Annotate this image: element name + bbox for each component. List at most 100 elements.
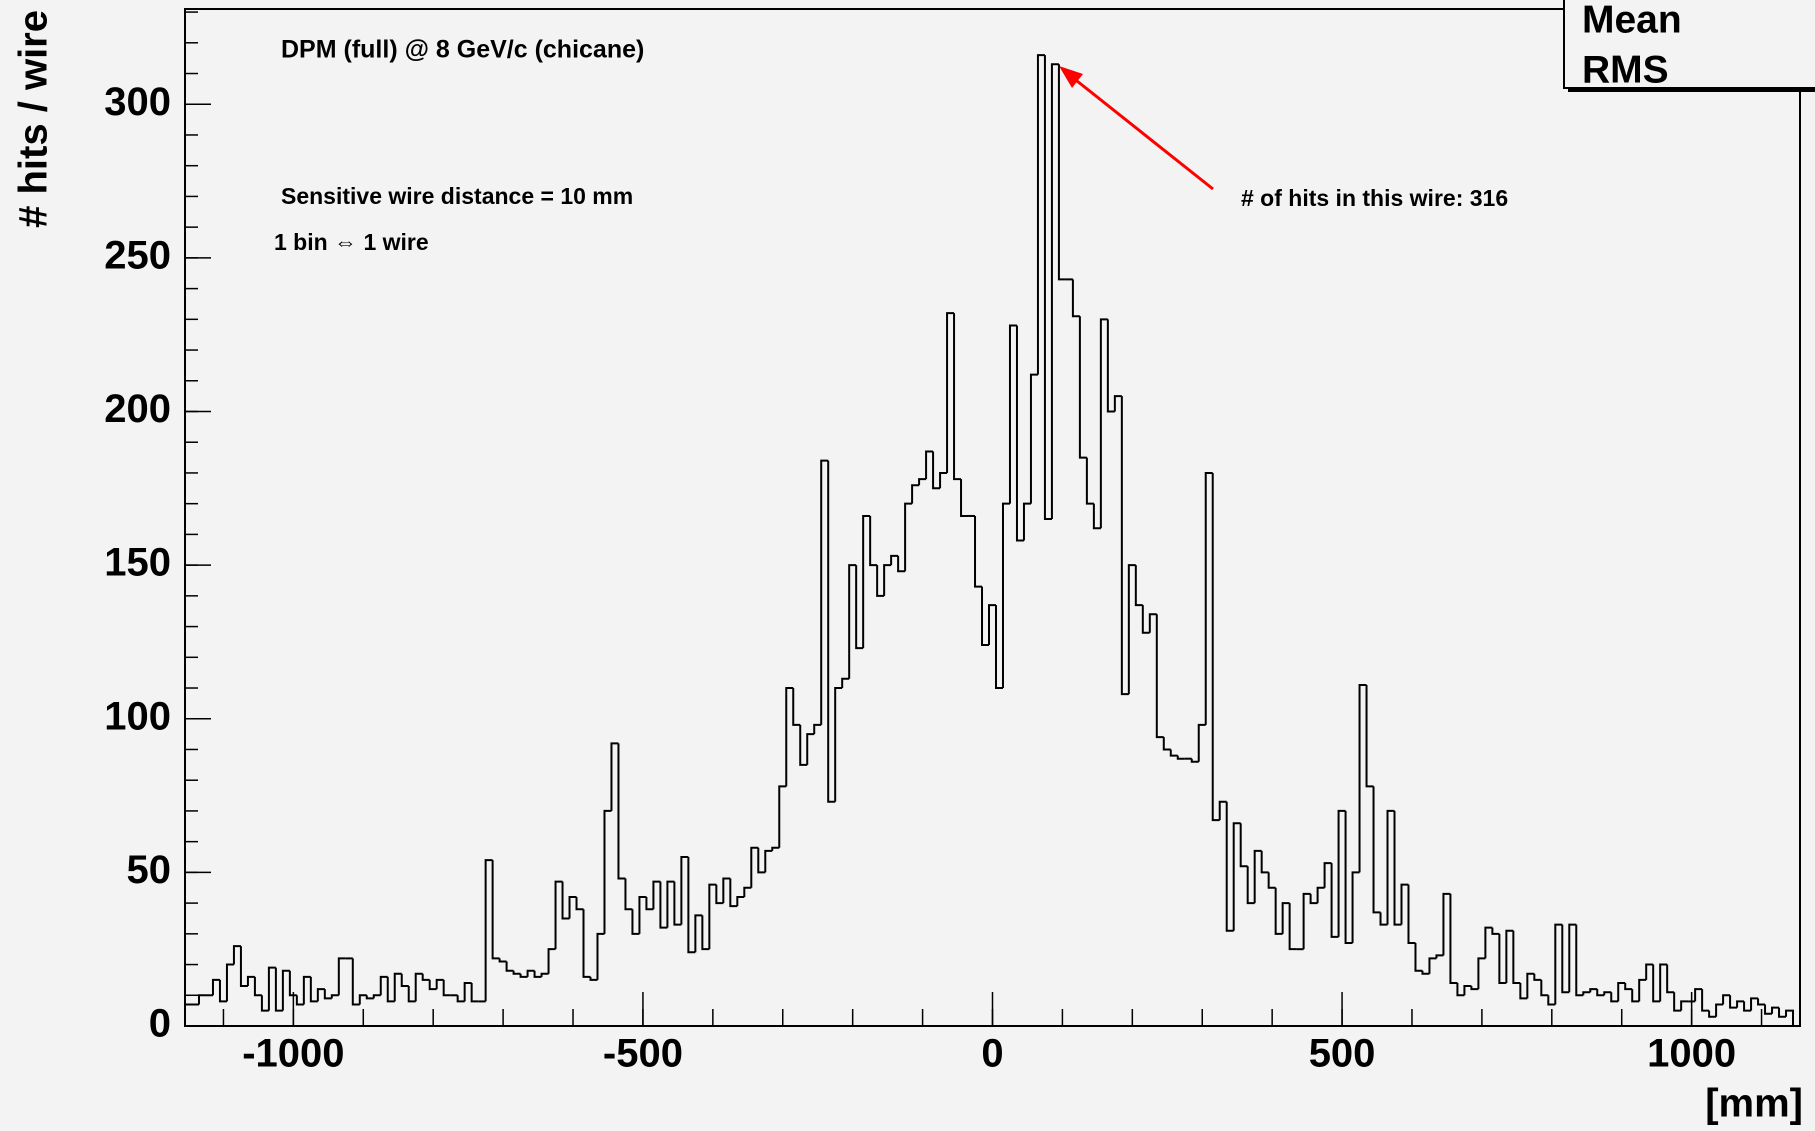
histogram-bin [994,605,1003,690]
histogram-bin [393,972,402,1002]
histogram-bin [526,969,535,977]
histogram-bin [743,886,752,897]
histogram-bin [701,915,710,951]
histogram-bin [421,973,430,981]
histogram-bin [687,857,696,954]
histogram-bin [184,1003,192,1026]
histogram-bin [764,849,773,873]
x-tick-label: 1000 [1647,1032,1736,1076]
histogram-bin [1337,809,1346,937]
histogram-bin [1722,994,1731,1005]
arrow-head [1059,66,1083,88]
histogram-bin [211,978,220,996]
histogram-bin [624,878,633,911]
histogram-bin [1204,471,1213,725]
histogram-bin [414,972,423,1002]
histogram-bin [1330,863,1339,938]
histogram-bin [855,565,864,650]
histogram-bin [1554,923,1563,1005]
histogram-bin [1155,614,1164,739]
histogram-bin [1456,982,1465,997]
histogram-bin [981,586,990,647]
histogram-bin [1050,63,1059,520]
histogram-bin [379,975,388,996]
histogram-bin [1652,964,1661,1003]
histogram-bin [316,988,325,1002]
histogram-bin [337,957,346,996]
x-tick-label: -1000 [242,1032,344,1076]
histogram-bin [1645,963,1654,980]
histogram-bin [918,478,927,486]
histogram-bin [848,564,857,679]
histogram-bin [1498,933,1507,984]
histogram-bin [1743,1001,1752,1012]
histogram-bin [911,484,920,504]
histogram-bin [1071,279,1080,318]
histogram-bin [729,878,738,908]
histogram-bin [456,995,465,1003]
histogram-bin [946,312,955,473]
histogram-bin [1267,872,1276,889]
histogram-bin [1610,992,1619,1003]
y-tick-label: 250 [104,233,171,277]
stats-label: Mean [1582,0,1682,41]
histogram-bin [288,970,297,997]
histogram-bin [813,723,822,735]
histogram-bin [463,981,472,1002]
histogram-bin [1617,981,1626,1002]
histogram-bin [372,994,381,999]
histogram-bin [1106,319,1115,413]
stats-label: RMS [1582,48,1669,91]
histogram-bin [610,742,619,811]
histogram-bin [1120,396,1129,696]
histogram-bin [246,975,255,987]
histogram-bin [890,554,899,566]
histogram-bin [1274,887,1283,935]
histogram-bin [274,967,283,1012]
histogram-bin [484,859,493,1002]
histogram-bin [1771,1006,1780,1014]
histogram-bin [505,961,514,972]
histogram-bin [1043,55,1052,521]
histogram-bin [1015,325,1024,542]
histogram-bin [253,976,262,997]
histogram-bin [771,846,780,851]
histogram-bin [1568,923,1577,993]
histogram-bin [1505,929,1514,983]
histogram-bin [428,979,437,991]
y-tick-label: 50 [127,848,172,892]
y-tick-label: 100 [104,694,171,738]
histogram-bin [365,995,374,1000]
stats-box-frame [1563,0,1815,89]
histogram-bin [1680,1000,1689,1011]
histogram-bin [736,895,745,907]
histogram-bin [631,909,640,935]
histogram-bin [491,860,500,960]
histogram-bin [1575,924,1584,997]
histogram-bin [589,976,598,981]
histogram-bin [1533,973,1542,981]
histogram-bin [694,914,703,953]
annotation: 1 bin ⇔ 1 wire [274,229,429,255]
histogram-bin [568,895,577,919]
histogram-bin [1057,64,1066,281]
annotation: Sensitive wire distance = 10 mm [281,183,633,209]
histogram-bin [757,847,766,874]
histogram-bin [1596,989,1605,997]
histogram-bin [435,978,444,990]
histogram-bin [1141,605,1150,634]
histogram-bin [498,958,507,963]
histogram-bin [1407,884,1416,945]
histogram-bin [1638,978,1647,1002]
histogram-bin [638,895,647,934]
histogram-bin [470,982,479,1003]
histogram-bin [1127,564,1136,695]
histogram-bin [862,514,871,649]
histogram-bin [1750,997,1759,1011]
histogram-bin [1379,912,1388,926]
histogram-bin [1778,1007,1787,1018]
arrow-shaft [1071,75,1214,191]
histogram-bin [932,451,941,490]
histogram-bin [1225,801,1234,932]
